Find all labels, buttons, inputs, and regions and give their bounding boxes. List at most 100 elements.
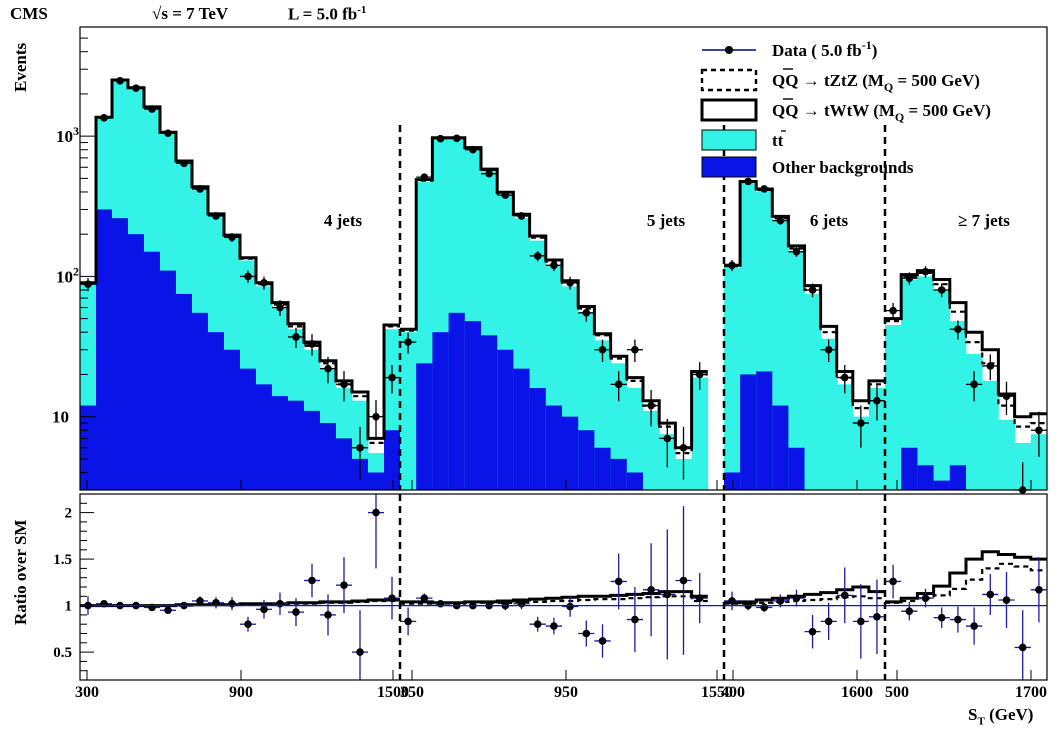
ratio-point bbox=[292, 608, 300, 616]
other-background-bar bbox=[513, 368, 530, 490]
other-background-bar bbox=[562, 416, 579, 490]
region-label: 6 jets bbox=[810, 211, 849, 230]
ttbar-bar bbox=[868, 388, 886, 490]
data-point bbox=[857, 419, 865, 427]
legend-ttbar-label: tt bbox=[772, 131, 784, 150]
other-background-bar bbox=[272, 396, 289, 490]
data-point bbox=[647, 401, 655, 410]
data-point bbox=[889, 306, 897, 315]
ttbar-bar bbox=[982, 380, 999, 490]
data-point bbox=[372, 412, 380, 421]
data-point bbox=[776, 216, 785, 225]
ratio-point bbox=[308, 576, 316, 585]
legend-twtw-label: QQ → tWtW (MQ = 500 GeV) bbox=[772, 101, 991, 124]
ratio-point bbox=[517, 599, 526, 608]
other-background-bar bbox=[772, 405, 789, 490]
other-background-bar bbox=[320, 423, 337, 490]
data-point bbox=[420, 173, 429, 181]
ratio-point bbox=[340, 581, 348, 589]
data-point bbox=[100, 114, 108, 122]
data-point bbox=[356, 443, 364, 452]
tztz-ratio-line bbox=[724, 595, 885, 605]
ttbar-bar bbox=[966, 353, 983, 490]
data-point bbox=[598, 345, 607, 354]
ratio-point bbox=[100, 599, 108, 608]
data-point bbox=[760, 185, 769, 193]
data-point bbox=[728, 261, 736, 270]
other-background-bar bbox=[610, 458, 628, 490]
ratio-point bbox=[276, 599, 284, 608]
ratio-point bbox=[970, 622, 978, 630]
x-tick-label: 1550 bbox=[701, 684, 733, 701]
ratio-point bbox=[840, 591, 849, 600]
ratio-point bbox=[695, 594, 704, 602]
other-background-bar bbox=[192, 312, 209, 490]
data-point bbox=[517, 212, 526, 220]
x-tick-label: 500 bbox=[885, 684, 909, 701]
ttbar-bar bbox=[852, 416, 870, 490]
region-label: 4 jets bbox=[324, 211, 363, 230]
data-point bbox=[404, 338, 412, 346]
x-tick-label: 1500 bbox=[377, 684, 409, 701]
legend-other-label: Other backgrounds bbox=[772, 158, 914, 177]
legend-tztz-swatch bbox=[700, 68, 758, 92]
ratio-point bbox=[760, 603, 769, 612]
other-background-bar bbox=[176, 293, 193, 490]
data-point bbox=[324, 364, 332, 373]
ratio-point bbox=[937, 613, 946, 622]
ratio-point bbox=[372, 508, 380, 517]
data-point bbox=[180, 159, 188, 168]
ratio-point bbox=[566, 602, 574, 611]
ttbar-bar bbox=[691, 377, 709, 490]
data-point bbox=[873, 396, 881, 405]
data-point bbox=[695, 370, 704, 379]
legend-data-marker bbox=[725, 46, 733, 54]
data-point bbox=[1002, 392, 1011, 400]
tztz-signal-line bbox=[400, 137, 708, 455]
data-point bbox=[921, 267, 930, 276]
data-point bbox=[84, 280, 92, 288]
ratio-point bbox=[356, 648, 364, 656]
data-point bbox=[631, 345, 639, 354]
data-point bbox=[840, 373, 849, 382]
ttbar-bar bbox=[788, 251, 805, 490]
ttbar-bar bbox=[917, 276, 934, 490]
other-background-bar bbox=[112, 218, 129, 491]
data-point bbox=[501, 191, 510, 199]
data-point bbox=[663, 434, 672, 443]
x-tick-label: 900 bbox=[229, 684, 253, 701]
other-background-bar bbox=[740, 374, 757, 490]
ratio-point bbox=[824, 617, 833, 626]
ratio-point bbox=[614, 577, 623, 586]
energy-label: √s = 7 TeV bbox=[152, 4, 229, 23]
other-background-bar bbox=[160, 270, 177, 490]
data-point bbox=[452, 134, 461, 143]
top-y-axis-label: Events bbox=[11, 42, 30, 92]
data-point bbox=[744, 177, 752, 186]
other-background-bar bbox=[724, 472, 741, 490]
ratio-point bbox=[905, 607, 914, 615]
x-axis-label: ST (GeV) bbox=[968, 705, 1034, 728]
data-point bbox=[808, 286, 817, 294]
data-point bbox=[986, 362, 995, 370]
tztz-ratio-line bbox=[400, 595, 708, 605]
ratio-point bbox=[808, 627, 817, 636]
other-background-bar bbox=[917, 465, 934, 490]
data-point bbox=[164, 129, 172, 137]
ratio-point bbox=[1018, 643, 1027, 652]
stacked-histograms bbox=[80, 80, 1048, 491]
ttbar-bar bbox=[885, 325, 902, 490]
data-point bbox=[148, 105, 156, 113]
data-point bbox=[388, 373, 396, 382]
other-background-bar bbox=[144, 251, 161, 490]
other-background-bar bbox=[933, 480, 951, 490]
other-background-bar bbox=[384, 430, 401, 490]
data-point bbox=[132, 84, 140, 92]
ratio-point bbox=[663, 590, 672, 599]
data-point bbox=[485, 169, 493, 178]
ratio-y-tick-label: 0.5 bbox=[53, 645, 72, 661]
data-point bbox=[228, 233, 236, 242]
ratio-point bbox=[164, 606, 172, 615]
data-point bbox=[614, 380, 623, 389]
